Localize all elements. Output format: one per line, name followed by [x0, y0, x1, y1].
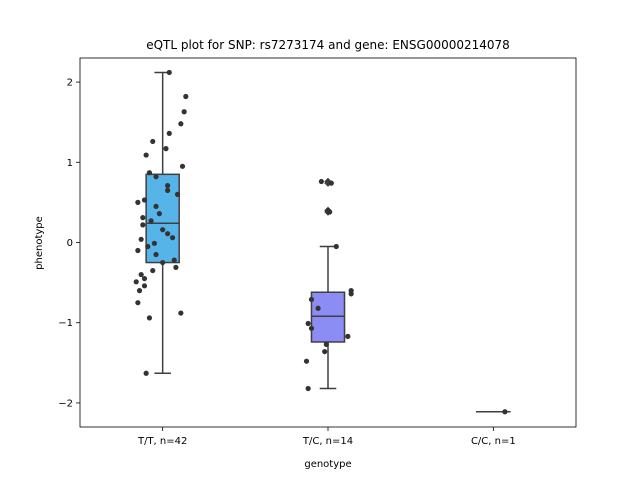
data-point	[305, 385, 311, 392]
data-point	[146, 315, 153, 321]
data-point	[322, 348, 328, 355]
data-point	[171, 257, 177, 263]
data-point	[169, 235, 176, 241]
data-point	[135, 300, 141, 306]
data-point	[183, 93, 189, 100]
data-point	[165, 187, 171, 193]
chart-title: eQTL plot for SNP: rs7273174 and gene: E…	[146, 38, 510, 52]
points-group-1	[303, 178, 354, 392]
data-point	[141, 275, 148, 282]
data-point	[141, 283, 148, 289]
data-point	[156, 211, 162, 217]
data-point	[318, 178, 324, 185]
y-axis: 2 1 0 −1 −2	[58, 78, 80, 409]
data-point	[348, 291, 354, 297]
data-point	[173, 264, 179, 270]
data-point	[160, 227, 166, 233]
data-point	[143, 370, 149, 376]
plot-area	[133, 69, 511, 415]
data-point	[315, 305, 321, 311]
data-point	[151, 240, 157, 246]
data-point	[153, 203, 159, 210]
data-point	[138, 236, 144, 242]
data-point	[150, 138, 156, 145]
data-point	[303, 358, 310, 364]
data-point	[133, 279, 139, 285]
data-point	[166, 130, 172, 137]
data-point	[345, 333, 351, 339]
data-point	[323, 341, 329, 347]
data-point	[148, 218, 154, 224]
data-point	[179, 163, 186, 169]
data-point	[502, 409, 508, 415]
y-axis-label: phenotype	[34, 216, 45, 270]
data-point	[153, 174, 159, 180]
data-point	[141, 197, 148, 203]
x-tick-label: T/C, n=14	[302, 436, 353, 447]
data-point	[328, 180, 334, 186]
data-point	[135, 199, 141, 205]
data-point	[181, 109, 187, 115]
data-point	[178, 121, 184, 127]
data-point	[333, 243, 339, 250]
x-tick-label: C/C, n=1	[471, 436, 516, 447]
y-tick-label: 0	[67, 238, 73, 249]
data-point	[165, 182, 171, 189]
data-point	[138, 271, 144, 278]
y-tick-label: −1	[58, 318, 73, 329]
data-point	[305, 320, 311, 327]
points-group-2	[502, 409, 508, 415]
y-tick-label: 2	[67, 78, 73, 89]
data-point	[140, 222, 146, 228]
x-axis-label: genotype	[304, 459, 351, 470]
data-point	[163, 146, 169, 152]
data-point	[327, 209, 333, 215]
data-point	[135, 247, 141, 254]
data-point	[146, 170, 153, 176]
data-point	[145, 243, 151, 250]
data-point	[165, 231, 171, 237]
points-group-0	[133, 69, 189, 376]
data-point	[150, 267, 156, 274]
x-tick-label: T/T, n=42	[137, 436, 187, 447]
data-point	[136, 288, 143, 294]
data-point	[140, 215, 146, 221]
data-point	[143, 152, 149, 158]
data-point	[178, 310, 184, 316]
x-axis: T/T, n=42 T/C, n=14 C/C, n=1	[137, 427, 516, 447]
data-point	[174, 191, 181, 197]
y-tick-label: −2	[58, 398, 73, 409]
data-point	[153, 251, 159, 258]
box-iqr	[310, 291, 346, 343]
data-point	[308, 296, 315, 303]
data-point	[160, 259, 166, 266]
y-tick-label: 1	[67, 158, 73, 169]
data-point	[166, 69, 172, 76]
data-point	[308, 325, 315, 331]
